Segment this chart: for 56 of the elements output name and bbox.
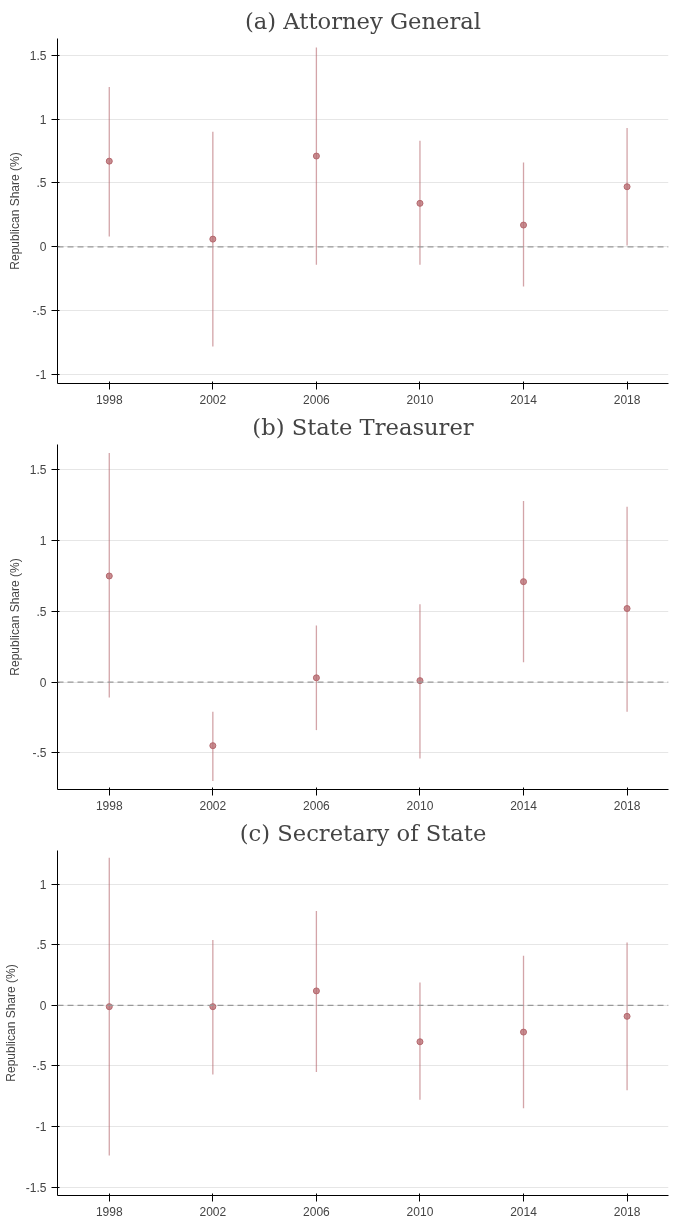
point — [520, 1028, 528, 1036]
x-tick-label: 2006 — [303, 392, 331, 407]
point — [312, 987, 320, 995]
point — [209, 235, 217, 243]
y-tick-label: 1 — [39, 534, 47, 549]
x-tick-label: 2006 — [303, 1204, 331, 1219]
y-tick-label: 0 — [39, 675, 47, 690]
x-tick-label: 2010 — [406, 798, 434, 813]
x-tick-label: 2018 — [613, 1204, 641, 1219]
y-tick-label: -1 — [35, 1120, 47, 1134]
point — [623, 1012, 631, 1020]
chart-title: (a) Attorney General — [244, 7, 482, 34]
point — [623, 183, 631, 191]
x-tick-label: 1998 — [95, 1204, 123, 1219]
y-tick-label: .5 — [36, 176, 47, 191]
point — [520, 221, 528, 229]
point — [623, 605, 631, 613]
y-axis-title: Republican Share (%) — [7, 152, 22, 270]
x-tick-label: 2006 — [303, 798, 331, 813]
x-tick-label: 2018 — [613, 798, 641, 813]
point — [416, 1038, 424, 1046]
x-tick-label: 2002 — [199, 1204, 227, 1219]
x-tick-label: 2014 — [510, 798, 538, 813]
y-tick-label: 1 — [39, 112, 47, 127]
x-tick-label: 1998 — [95, 798, 123, 813]
chart-title: (c) Secretary of State — [239, 819, 487, 846]
y-tick-label: 1 — [39, 877, 47, 892]
y-axis-title: Republican Share (%) — [3, 964, 18, 1082]
point — [105, 572, 113, 580]
x-tick-label: 2002 — [199, 392, 227, 407]
y-tick-label: 0 — [39, 240, 47, 255]
chart-title: (b) State Treasurer — [252, 413, 474, 440]
point — [105, 157, 113, 165]
x-tick-label: 2010 — [406, 392, 434, 407]
y-tick-label: -.5 — [32, 1059, 47, 1074]
x-tick-label: 2002 — [199, 798, 227, 813]
x-tick-label: 1998 — [95, 392, 123, 407]
point — [416, 199, 424, 207]
y-tick-label: -1 — [35, 368, 47, 383]
x-tick-label: 2010 — [406, 1204, 434, 1219]
y-tick-label: .5 — [36, 938, 47, 953]
point — [312, 152, 320, 160]
point — [209, 742, 217, 750]
y-axis-title: Republican Share (%) — [7, 558, 22, 676]
y-tick-label: -.5 — [32, 304, 47, 319]
y-tick-label: 1.5 — [29, 463, 47, 478]
y-tick-label: -1.5 — [25, 1180, 47, 1195]
y-tick-label: .5 — [36, 604, 47, 619]
y-tick-label: 1.5 — [29, 48, 47, 63]
y-tick-label: -.5 — [32, 746, 47, 761]
x-tick-label: 2014 — [510, 392, 538, 407]
x-tick-label: 2014 — [510, 1204, 538, 1219]
y-tick-label: 0 — [39, 998, 47, 1013]
x-tick-label: 2018 — [613, 392, 641, 407]
point — [312, 674, 320, 682]
point — [520, 578, 528, 586]
